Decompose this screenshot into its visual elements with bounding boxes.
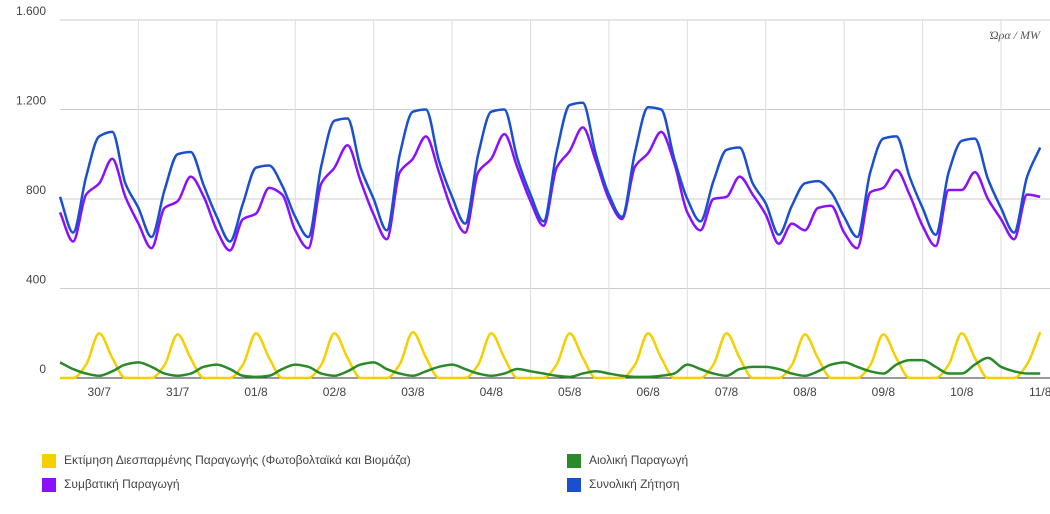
- unit-annotation: Ώρα / MW: [989, 28, 1041, 42]
- legend-label: Αιολική Παραγωγή: [589, 453, 688, 467]
- legend-label: Συμβατική Παραγωγή: [64, 477, 180, 491]
- y-tick-label: 400: [26, 273, 46, 287]
- series-line: [58, 101, 1042, 243]
- y-tick-label: 0: [39, 362, 46, 376]
- y-tick-label: 1.600: [16, 4, 46, 18]
- x-tick-label: 02/8: [323, 385, 347, 399]
- series-line: [59, 330, 1042, 380]
- legend-swatch: [567, 454, 581, 468]
- legend-swatch: [567, 478, 581, 492]
- x-tick-label: 05/8: [558, 385, 582, 399]
- x-tick-label: 10/8: [950, 385, 974, 399]
- y-tick-label: 800: [26, 183, 46, 197]
- x-tick-label: 08/8: [793, 385, 817, 399]
- x-tick-label: 11/8: [1029, 385, 1050, 399]
- x-tick-label: 06/8: [636, 385, 660, 399]
- x-tick-label: 30/7: [88, 385, 112, 399]
- legend-swatch: [42, 454, 56, 468]
- x-tick-label: 31/7: [166, 385, 190, 399]
- x-tick-label: 04/8: [480, 385, 504, 399]
- x-tick-label: 03/8: [401, 385, 425, 399]
- y-tick-label: 1.200: [16, 94, 46, 108]
- legend-swatch: [42, 478, 56, 492]
- x-tick-label: 07/8: [715, 385, 739, 399]
- series-line: [59, 356, 1041, 379]
- x-tick-label: 09/8: [872, 385, 896, 399]
- legend-label: Εκτίμηση Διεσπαρμένης Παραγωγής (Φωτοβολ…: [64, 453, 411, 467]
- x-tick-label: 01/8: [244, 385, 268, 399]
- legend-label: Συνολική Ζήτηση: [589, 477, 680, 491]
